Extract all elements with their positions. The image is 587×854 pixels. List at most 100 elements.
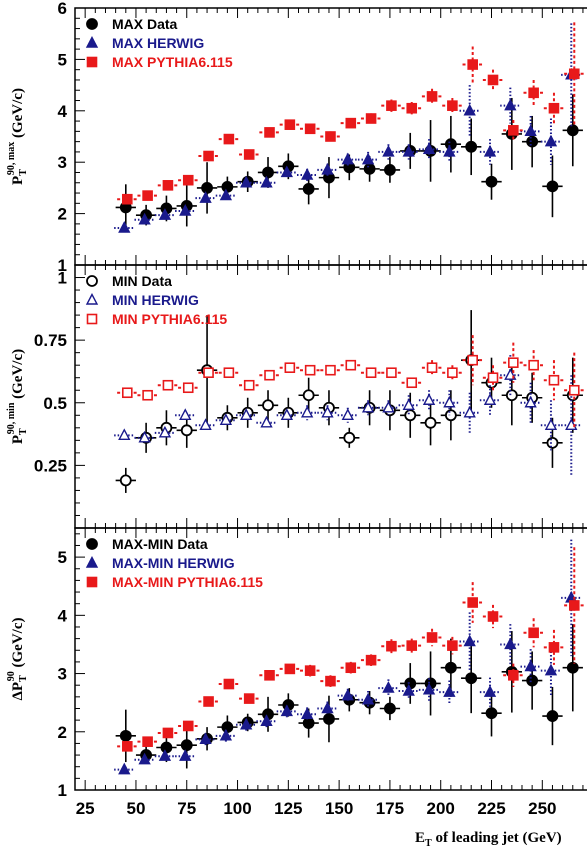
y-tick-label: 6 <box>58 0 67 18</box>
data-point <box>300 405 314 418</box>
data-point <box>382 400 395 413</box>
data-point <box>260 415 273 428</box>
data-point <box>243 379 255 391</box>
data-point <box>382 681 395 693</box>
plot-frame <box>74 527 587 791</box>
y-tick-label: 2 <box>58 723 67 742</box>
x-tick-label: 25 <box>76 799 95 818</box>
data-point <box>323 713 335 725</box>
data-point <box>321 162 334 175</box>
data-point <box>443 685 456 697</box>
series-data <box>115 310 583 493</box>
data-point <box>447 100 458 111</box>
data-point <box>426 362 438 373</box>
x-tick-labels: 25 50 75 100 125 150 175 200 225 250 <box>76 799 557 818</box>
data-point <box>304 364 316 376</box>
legend-label: MAX-MIN HERWIG <box>112 555 235 571</box>
data-point <box>121 741 133 752</box>
data-point <box>544 134 558 147</box>
data-point <box>426 632 438 643</box>
data-point <box>341 152 354 165</box>
data-point <box>262 166 274 179</box>
data-point <box>365 654 377 666</box>
legend: MAX Data MAX HERWIG MAX PYTHIA6.115 <box>85 16 233 70</box>
data-point <box>304 665 316 676</box>
legend-marker <box>86 275 98 287</box>
y-tick-label: 1 <box>58 269 67 288</box>
x-tick-label: 150 <box>325 799 353 818</box>
data-point <box>223 367 235 379</box>
data-point <box>365 367 377 379</box>
data-point <box>548 642 560 653</box>
data-point <box>179 749 192 761</box>
data-point <box>526 135 539 148</box>
data-point <box>302 389 315 402</box>
data-point <box>402 684 415 696</box>
data-point <box>444 661 457 674</box>
data-point <box>158 749 172 761</box>
data-point <box>444 409 457 422</box>
data-point <box>504 637 517 650</box>
data-point <box>302 717 315 729</box>
legend-marker <box>86 538 98 550</box>
data-point <box>284 362 296 373</box>
data-point <box>444 138 457 151</box>
y-tick-label: 5 <box>58 50 67 69</box>
x-tick-label: 75 <box>177 799 196 818</box>
series-pythia <box>117 22 585 205</box>
data-point <box>406 102 418 114</box>
legend-marker <box>86 576 98 588</box>
data-point <box>487 611 499 622</box>
data-point <box>463 103 476 116</box>
data-point <box>219 413 233 425</box>
x-axis-label: ET of leading jet (GeV) <box>415 830 562 849</box>
series-pythia <box>117 335 585 428</box>
data-point <box>508 125 519 136</box>
data-point <box>361 400 375 413</box>
data-point <box>325 131 336 142</box>
data-point <box>504 98 517 111</box>
x-tick-label: 175 <box>376 799 404 818</box>
x-tick-label: 100 <box>223 799 251 818</box>
y-tick-label: 3 <box>58 665 67 684</box>
data-point <box>505 389 518 402</box>
data-point <box>341 688 354 701</box>
legend-label: MIN Data <box>112 273 172 289</box>
legend-marker <box>85 555 99 568</box>
data-point <box>467 597 478 608</box>
y-axis-label: PT90, max (GeV/c) <box>6 88 29 185</box>
data-point <box>119 729 132 742</box>
data-point <box>447 640 458 651</box>
data-point <box>118 220 131 233</box>
data-point <box>384 702 396 715</box>
y-tick-label: 2 <box>58 205 67 224</box>
data-point <box>240 175 253 188</box>
data-point <box>138 212 151 225</box>
data-point <box>365 113 377 124</box>
data-point <box>223 133 235 145</box>
data-point <box>422 393 436 405</box>
data-point <box>203 696 214 707</box>
data-point <box>142 736 153 747</box>
data-point <box>386 640 397 652</box>
data-point <box>465 672 478 685</box>
legend-label: MIN HERWIG <box>112 292 199 308</box>
y-tick-label: 4 <box>58 102 68 121</box>
data-point <box>568 68 580 80</box>
y-axis-label: ΔPT90 (GeV/c) <box>6 618 29 701</box>
data-point <box>548 374 560 386</box>
data-point <box>487 372 499 384</box>
data-point <box>162 379 174 391</box>
x-tick-label: 250 <box>528 799 556 818</box>
legend-label: MAX Data <box>112 16 178 32</box>
data-point <box>363 162 376 175</box>
data-point <box>343 431 356 444</box>
data-point <box>406 377 418 389</box>
data-point <box>528 359 539 371</box>
data-point <box>566 124 579 137</box>
data-point <box>487 74 499 86</box>
data-point <box>240 717 253 730</box>
data-point <box>463 634 476 647</box>
data-point <box>138 430 151 443</box>
data-point <box>160 741 173 754</box>
